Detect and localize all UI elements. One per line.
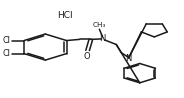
Text: CH₃: CH₃ xyxy=(93,22,106,28)
Text: HCl: HCl xyxy=(57,11,73,20)
Text: Cl: Cl xyxy=(3,49,10,58)
Text: N: N xyxy=(100,34,106,43)
Text: Cl: Cl xyxy=(3,36,10,45)
Text: N: N xyxy=(125,54,132,63)
Text: O: O xyxy=(83,52,90,61)
